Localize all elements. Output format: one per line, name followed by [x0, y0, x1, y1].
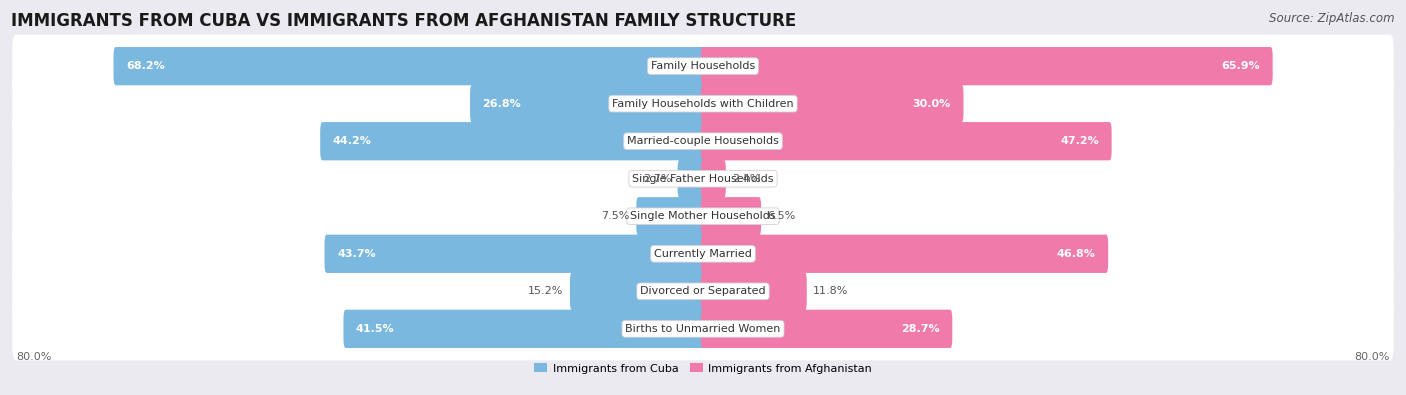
Text: IMMIGRANTS FROM CUBA VS IMMIGRANTS FROM AFGHANISTAN FAMILY STRUCTURE: IMMIGRANTS FROM CUBA VS IMMIGRANTS FROM … [11, 12, 796, 30]
Text: 2.7%: 2.7% [643, 174, 671, 184]
Text: 30.0%: 30.0% [912, 99, 950, 109]
Text: Single Mother Households: Single Mother Households [630, 211, 776, 221]
Text: 7.5%: 7.5% [602, 211, 630, 221]
Text: 44.2%: 44.2% [333, 136, 371, 146]
Text: Currently Married: Currently Married [654, 249, 752, 259]
Text: Divorced or Separated: Divorced or Separated [640, 286, 766, 296]
FancyBboxPatch shape [13, 297, 1393, 360]
FancyBboxPatch shape [700, 272, 807, 310]
FancyBboxPatch shape [13, 147, 1393, 210]
Text: Source: ZipAtlas.com: Source: ZipAtlas.com [1270, 12, 1395, 25]
Text: 68.2%: 68.2% [127, 61, 165, 71]
Text: 6.5%: 6.5% [768, 211, 796, 221]
FancyBboxPatch shape [700, 122, 1112, 160]
FancyBboxPatch shape [700, 310, 952, 348]
FancyBboxPatch shape [700, 85, 963, 123]
FancyBboxPatch shape [321, 122, 706, 160]
Text: Births to Unmarried Women: Births to Unmarried Women [626, 324, 780, 334]
FancyBboxPatch shape [13, 185, 1393, 248]
Text: 65.9%: 65.9% [1222, 61, 1260, 71]
FancyBboxPatch shape [470, 85, 706, 123]
FancyBboxPatch shape [700, 197, 761, 235]
Text: 47.2%: 47.2% [1060, 136, 1099, 146]
FancyBboxPatch shape [114, 47, 706, 85]
Text: Single Father Households: Single Father Households [633, 174, 773, 184]
FancyBboxPatch shape [569, 272, 706, 310]
FancyBboxPatch shape [700, 235, 1108, 273]
FancyBboxPatch shape [13, 35, 1393, 98]
FancyBboxPatch shape [700, 160, 725, 198]
Text: Family Households: Family Households [651, 61, 755, 71]
Text: 80.0%: 80.0% [17, 352, 52, 362]
Text: 11.8%: 11.8% [813, 286, 849, 296]
FancyBboxPatch shape [13, 72, 1393, 135]
FancyBboxPatch shape [343, 310, 706, 348]
FancyBboxPatch shape [325, 235, 706, 273]
Text: Family Households with Children: Family Households with Children [612, 99, 794, 109]
Text: 43.7%: 43.7% [337, 249, 375, 259]
Text: 46.8%: 46.8% [1057, 249, 1095, 259]
FancyBboxPatch shape [637, 197, 706, 235]
FancyBboxPatch shape [13, 110, 1393, 173]
Text: 28.7%: 28.7% [901, 324, 939, 334]
FancyBboxPatch shape [700, 47, 1272, 85]
Text: 41.5%: 41.5% [356, 324, 395, 334]
Text: 2.4%: 2.4% [733, 174, 761, 184]
Legend: Immigrants from Cuba, Immigrants from Afghanistan: Immigrants from Cuba, Immigrants from Af… [530, 359, 876, 378]
FancyBboxPatch shape [13, 222, 1393, 285]
FancyBboxPatch shape [13, 260, 1393, 323]
Text: 80.0%: 80.0% [1354, 352, 1389, 362]
Text: 26.8%: 26.8% [482, 99, 522, 109]
FancyBboxPatch shape [678, 160, 706, 198]
Text: 15.2%: 15.2% [529, 286, 564, 296]
Text: Married-couple Households: Married-couple Households [627, 136, 779, 146]
